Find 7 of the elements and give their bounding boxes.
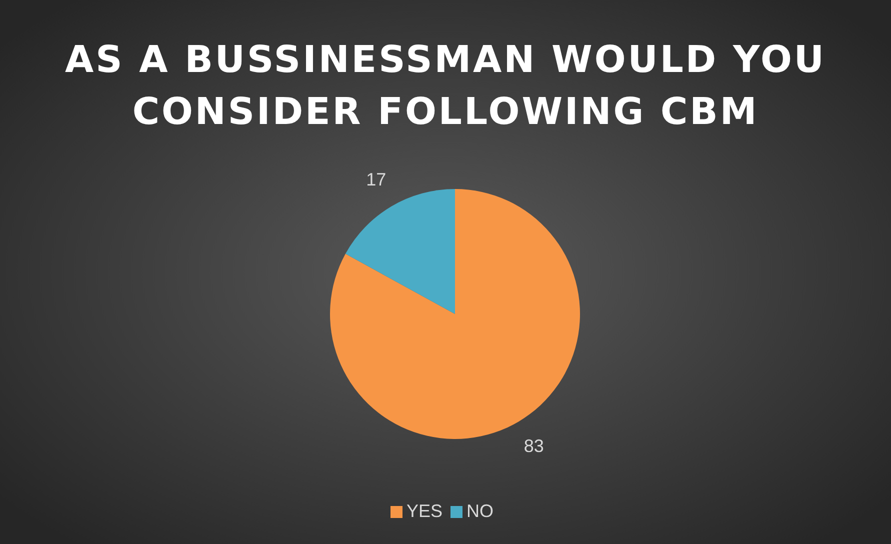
- legend-label: YES: [406, 500, 443, 521]
- pie-slice: [345, 189, 455, 314]
- data-label: 17: [366, 169, 386, 190]
- chart-title: AS A BUSSINESSMAN WOULD YOU CONSIDER FOLLOWING CBM: [65, 38, 826, 133]
- data-label: 83: [524, 436, 544, 456]
- legend-label: NO: [466, 500, 494, 521]
- pie-slice: [330, 189, 580, 439]
